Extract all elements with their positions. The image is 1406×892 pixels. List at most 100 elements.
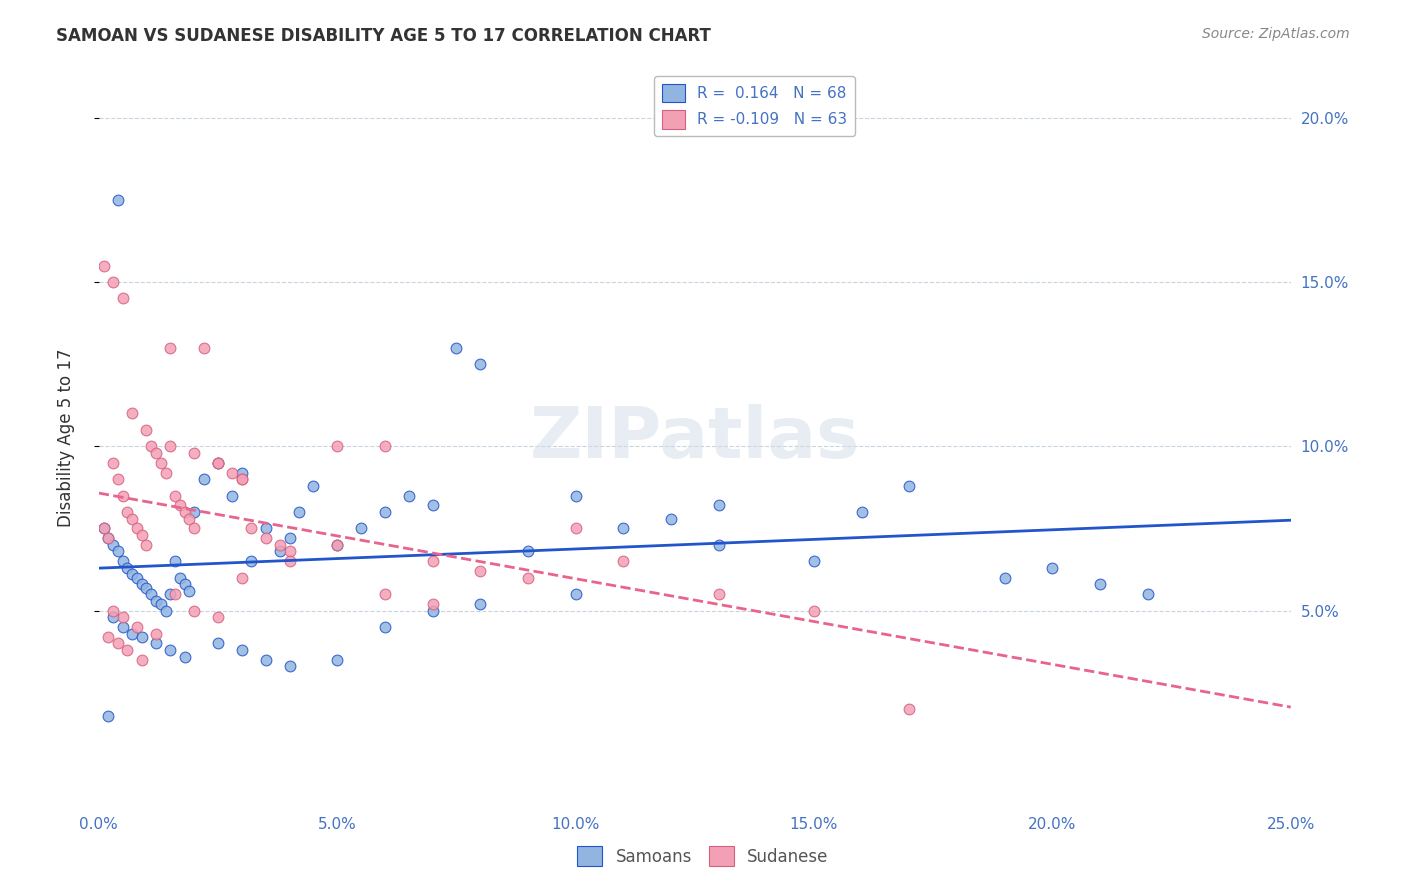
Point: [135, 423, 157, 437]
Point: [278, 659, 301, 673]
Point: [159, 643, 181, 657]
Point: [97, 531, 120, 545]
Point: [254, 521, 277, 535]
Point: [101, 275, 124, 289]
Point: [398, 489, 420, 503]
Point: [145, 446, 167, 460]
Point: [207, 456, 229, 470]
Point: [101, 456, 124, 470]
Point: [326, 439, 349, 453]
Point: [117, 643, 139, 657]
Point: [125, 521, 148, 535]
Point: [350, 521, 373, 535]
Point: [135, 538, 157, 552]
Point: [97, 630, 120, 644]
Point: [707, 538, 730, 552]
Point: [269, 538, 291, 552]
Point: [93, 521, 115, 535]
Point: [659, 511, 682, 525]
Point: [111, 610, 134, 624]
Point: [125, 571, 148, 585]
Point: [111, 292, 134, 306]
Point: [145, 593, 167, 607]
Point: [165, 489, 187, 503]
Point: [117, 505, 139, 519]
Point: [470, 564, 492, 578]
Point: [278, 554, 301, 568]
Point: [169, 499, 191, 513]
Text: ZIPatlas: ZIPatlas: [530, 403, 860, 473]
Point: [135, 581, 157, 595]
Point: [374, 439, 396, 453]
Point: [107, 472, 129, 486]
Point: [221, 489, 243, 503]
Point: [516, 544, 538, 558]
Point: [131, 653, 153, 667]
Point: [107, 636, 129, 650]
Point: [254, 531, 277, 545]
Point: [97, 708, 120, 723]
Point: [231, 466, 253, 480]
Point: [707, 499, 730, 513]
Point: [470, 357, 492, 371]
Point: [121, 567, 143, 582]
Point: [93, 521, 115, 535]
Point: [193, 341, 215, 355]
Text: Source: ZipAtlas.com: Source: ZipAtlas.com: [1202, 27, 1350, 41]
Point: [564, 521, 586, 535]
Y-axis label: Disability Age 5 to 17: Disability Age 5 to 17: [58, 349, 75, 527]
Point: [612, 521, 634, 535]
Point: [107, 193, 129, 207]
Point: [165, 587, 187, 601]
Point: [374, 620, 396, 634]
Point: [117, 561, 139, 575]
Point: [121, 407, 143, 421]
Text: SAMOAN VS SUDANESE DISABILITY AGE 5 TO 17 CORRELATION CHART: SAMOAN VS SUDANESE DISABILITY AGE 5 TO 1…: [56, 27, 711, 45]
Point: [159, 439, 181, 453]
Point: [1040, 561, 1063, 575]
Point: [326, 653, 349, 667]
Point: [422, 603, 444, 617]
Point: [93, 259, 115, 273]
Point: [131, 528, 153, 542]
Point: [240, 554, 263, 568]
Point: [231, 472, 253, 486]
Point: [231, 472, 253, 486]
Point: [179, 583, 201, 598]
Point: [125, 620, 148, 634]
Point: [111, 620, 134, 634]
Point: [155, 603, 177, 617]
Point: [183, 446, 205, 460]
Point: [240, 521, 263, 535]
Point: [707, 587, 730, 601]
Point: [326, 538, 349, 552]
Point: [97, 531, 120, 545]
Legend: Samoans, Sudanese: Samoans, Sudanese: [569, 838, 837, 875]
Point: [516, 571, 538, 585]
Point: [131, 630, 153, 644]
Point: [221, 466, 243, 480]
Point: [374, 505, 396, 519]
Point: [173, 505, 195, 519]
Point: [207, 610, 229, 624]
Point: [288, 505, 311, 519]
Point: [159, 587, 181, 601]
Legend: R =  0.164   N = 68, R = -0.109   N = 63: R = 0.164 N = 68, R = -0.109 N = 63: [654, 76, 855, 136]
Point: [564, 489, 586, 503]
Point: [183, 603, 205, 617]
Point: [254, 653, 277, 667]
Point: [231, 571, 253, 585]
Point: [994, 571, 1017, 585]
Point: [422, 499, 444, 513]
Point: [564, 587, 586, 601]
Point: [851, 505, 873, 519]
Point: [173, 649, 195, 664]
Point: [422, 597, 444, 611]
Point: [1136, 587, 1159, 601]
Point: [101, 610, 124, 624]
Point: [193, 472, 215, 486]
Point: [207, 636, 229, 650]
Point: [803, 554, 825, 568]
Point: [803, 603, 825, 617]
Point: [207, 456, 229, 470]
